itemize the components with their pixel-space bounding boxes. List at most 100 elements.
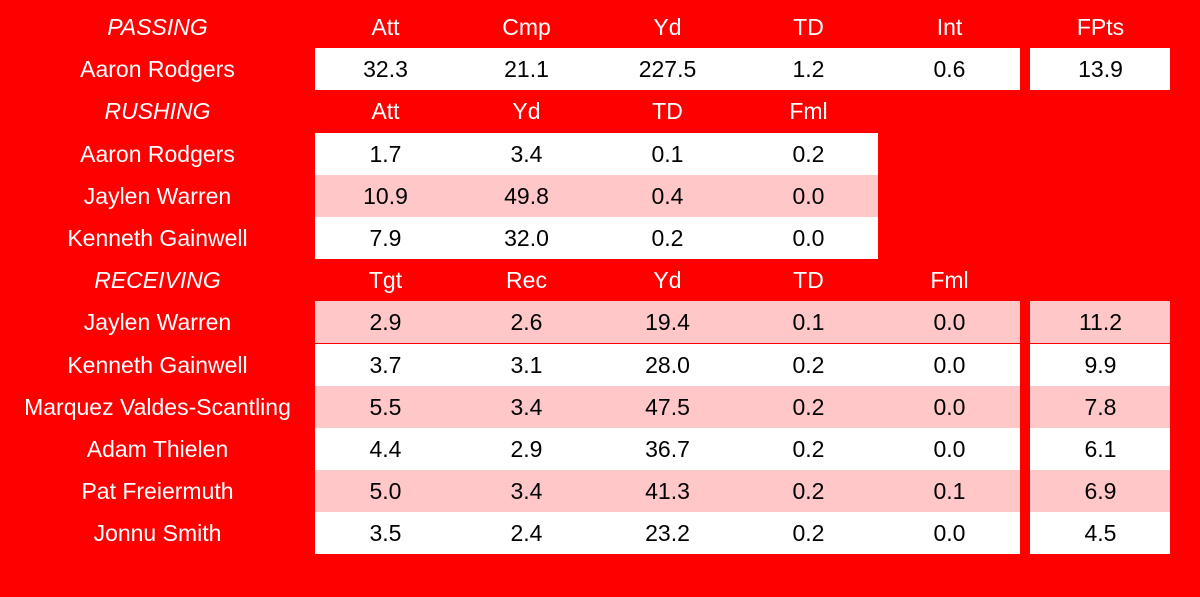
column-header: Int [936,14,963,40]
player-name: Jaylen Warren [83,309,232,336]
stat-value: 3.4 [510,478,543,505]
column-header: Fml [789,98,828,125]
stat-value: 9.9 [1084,351,1117,378]
stat-value: 0.6 [933,56,966,83]
stat-value: 0.2 [792,393,825,420]
player-name: Kenneth Gainwell [67,351,248,378]
player-name: Jaylen Warren [83,182,232,209]
column-header: Tgt [368,267,403,294]
stat-value: 32.0 [504,225,549,251]
player-name: Aaron Rodgers [80,140,235,167]
stat-value: 3.7 [369,351,402,378]
row-background [315,385,1020,428]
stat-value: 2.9 [369,309,402,336]
stat-value: 1.7 [369,140,402,167]
stat-value: 32.3 [363,56,408,83]
stat-value: 0.0 [933,309,966,336]
stat-value: 3.4 [510,393,543,420]
stat-value: 0.2 [792,140,825,167]
fpts-background [1030,301,1170,344]
stat-value: 0.0 [933,520,966,547]
column-header: TD [793,267,824,294]
row-background [315,470,1020,513]
player-name: Kenneth Gainwell [67,225,248,251]
row-background [315,217,878,259]
column-header: Att [371,14,400,40]
stat-value: 47.5 [645,393,690,420]
player-name: Adam Thielen [86,436,229,462]
section-title: RECEIVING [94,267,221,294]
player-name: Aaron Rodgers [80,56,235,83]
stat-value: 6.1 [1084,436,1117,462]
stat-value: 3.4 [510,140,543,167]
player-name: Marquez Valdes-Scantling [24,393,291,420]
section-title: PASSING [107,14,208,40]
stat-value: 10.9 [363,182,408,209]
stat-value: 5.5 [369,393,402,420]
stat-value: 4.4 [369,436,402,462]
section-title: RUSHING [104,98,211,125]
stat-value: 28.0 [645,351,690,378]
stat-value: 0.2 [792,351,825,378]
row-background [315,343,1020,386]
stat-value: 0.0 [792,182,825,209]
stat-value: 7.9 [369,225,402,251]
row-background [315,174,878,217]
fpts-background [1030,48,1170,91]
row-background [315,48,1020,91]
fpts-background [1030,385,1170,428]
player-name: Jonnu Smith [93,520,222,547]
stat-value: 227.5 [638,56,697,83]
stat-value: 2.4 [510,520,543,547]
stat-value: 0.0 [792,225,825,251]
stat-value: 3.1 [510,351,543,378]
stat-value: 36.7 [645,436,690,462]
stat-value: 0.4 [651,182,684,209]
stat-value: 11.2 [1078,309,1123,336]
stat-value: 6.9 [1084,478,1117,505]
stat-value: 3.5 [369,520,402,547]
stat-value: 7.8 [1084,393,1117,420]
fpts-background [1030,512,1170,555]
stat-value: 23.2 [645,520,690,547]
column-header: Cmp [502,14,551,40]
stat-value: 0.2 [651,225,684,251]
stat-value: 0.2 [792,436,825,462]
row-background [315,132,878,175]
fpts-background [1030,343,1170,386]
column-header: Yd [653,267,682,294]
stat-value: 0.1 [933,478,966,505]
column-header: Yd [512,98,541,125]
stat-value: 13.9 [1078,56,1123,83]
stat-value: 21.1 [504,56,549,83]
row-background [315,301,1020,344]
stat-value: 0.1 [651,140,684,167]
column-header: Yd [653,14,682,40]
stat-value: 0.0 [933,393,966,420]
stat-value: 2.6 [510,309,543,336]
fpts-background [1030,470,1170,513]
stat-value: 2.9 [510,436,543,462]
column-header: TD [652,98,683,125]
stat-value: 0.1 [792,309,825,336]
stat-value: 0.2 [792,478,825,505]
row-background [315,428,1020,470]
column-header: TD [793,14,824,40]
player-name: Pat Freiermuth [81,478,234,505]
stat-value: 41.3 [645,478,690,505]
stat-value: 4.5 [1084,520,1117,547]
column-header: Rec [506,267,547,294]
column-header: FPts [1076,14,1125,40]
stat-value: 19.4 [645,309,690,336]
fpts-background [1030,428,1170,470]
stat-value: 0.0 [933,436,966,462]
row-background [315,512,1020,555]
column-header: Att [371,98,400,125]
stat-value: 49.8 [504,182,549,209]
stat-value: 5.0 [369,478,402,505]
stat-value: 0.0 [933,351,966,378]
stat-value: 1.2 [792,56,825,83]
stat-value: 0.2 [792,520,825,547]
column-header: Fml [930,267,969,294]
